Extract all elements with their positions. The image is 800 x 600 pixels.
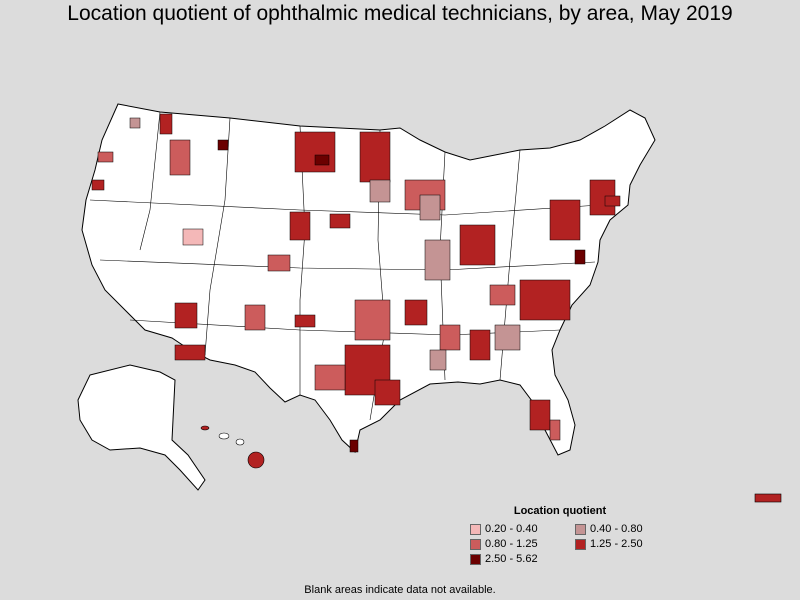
- area-1-25-2-50: [294, 314, 316, 328]
- legend-item: 0.40 - 0.80: [575, 523, 643, 535]
- area-0-40-0-80: [429, 349, 447, 371]
- area-1-25-2-50: [174, 302, 198, 329]
- legend-label: 0.40 - 0.80: [590, 523, 643, 535]
- area-0-80-1-25: [549, 419, 561, 441]
- area-1-25-2-50: [91, 179, 105, 191]
- legend-swatch: [470, 553, 481, 565]
- area-0-80-1-25: [244, 304, 266, 331]
- legend-label: 0.20 - 0.40: [485, 523, 538, 535]
- legend-title: Location quotient: [513, 505, 607, 517]
- area-2-50-5-62: [217, 139, 229, 151]
- area-0-80-1-25: [439, 324, 461, 351]
- footnote: Blank areas indicate data not available.: [304, 584, 496, 596]
- area-0-40-0-80: [369, 179, 391, 203]
- legend-swatch: [575, 523, 586, 535]
- area-0-80-1-25: [354, 299, 391, 341]
- puerto-rico: [754, 493, 782, 503]
- legend-swatch: [575, 538, 586, 550]
- area-1-25-2-50: [174, 344, 206, 361]
- area-1-25-2-50: [404, 299, 428, 326]
- area-0-80-1-25: [169, 139, 191, 176]
- area-0-20-0-40: [182, 228, 204, 246]
- map-title: Location quotient of ophthalmic medical …: [67, 2, 733, 25]
- legend-swatch: [470, 523, 481, 535]
- area-1-25-2-50: [289, 211, 311, 241]
- legend-item: 2.50 - 5.62: [470, 553, 538, 565]
- area-1-25-2-50: [359, 131, 391, 183]
- legend-label: 0.80 - 1.25: [485, 538, 538, 550]
- area-0-40-0-80: [129, 117, 141, 129]
- area-1-25-2-50: [549, 199, 581, 241]
- legend-items: 0.20 - 0.40 0.40 - 0.80 0.80 - 1.25 1.25…: [470, 523, 650, 579]
- legend: Location quotient 0.20 - 0.40 0.40 - 0.8…: [470, 505, 650, 579]
- area-0-80-1-25: [314, 364, 346, 391]
- area-2-50-5-62: [349, 439, 359, 453]
- area-1-25-2-50: [519, 279, 571, 321]
- area-2-50-5-62: [314, 154, 330, 166]
- area-1-25-2-50: [159, 113, 173, 135]
- area-1-25-2-50: [459, 224, 496, 266]
- legend-item: 0.20 - 0.40: [470, 523, 538, 535]
- area-1-25-2-50: [329, 213, 351, 229]
- hawaii: [200, 425, 265, 469]
- area-0-40-0-80: [424, 239, 451, 281]
- area-0-40-0-80: [419, 194, 441, 221]
- area-1-25-2-50: [294, 131, 336, 173]
- legend-label: 2.50 - 5.62: [485, 553, 538, 565]
- area-0-80-1-25: [97, 151, 114, 163]
- legend-label: 1.25 - 2.50: [590, 538, 643, 550]
- area-0-80-1-25: [489, 284, 516, 306]
- area-1-25-2-50: [529, 399, 551, 431]
- legend-item: 0.80 - 1.25: [470, 538, 538, 550]
- area-2-50-5-62: [574, 249, 586, 265]
- legend-swatch: [470, 538, 481, 550]
- alaska: [77, 364, 206, 491]
- area-1-25-2-50: [469, 329, 491, 361]
- lq-areas: [91, 113, 621, 453]
- legend-item: 1.25 - 2.50: [575, 538, 643, 550]
- area-1-25-2-50: [604, 195, 621, 207]
- area-0-80-1-25: [267, 254, 291, 272]
- area-0-40-0-80: [494, 324, 521, 351]
- area-1-25-2-50: [374, 379, 401, 406]
